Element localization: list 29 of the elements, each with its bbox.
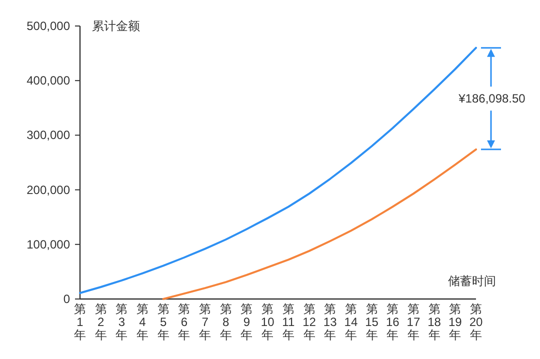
annotation: ¥186,098.50 [458, 92, 526, 106]
y-tick-label: 400,000 [26, 74, 70, 88]
x-tick-label: 第16年 [386, 302, 400, 342]
y-tick-label: 500,000 [26, 19, 70, 33]
x-tick-label: 第20年 [469, 302, 483, 342]
x-tick-label: 第2年 [94, 302, 107, 342]
x-tick-label: 第11年 [282, 302, 295, 342]
x-tick-label: 第4年 [136, 302, 149, 342]
y-axis-title: 累计金额 [92, 19, 140, 33]
x-tick-label: 第9年 [240, 302, 253, 342]
y-tick-label: 300,000 [26, 128, 70, 142]
x-tick-label: 第6年 [178, 302, 190, 342]
x-tick-label: 第18年 [428, 302, 442, 342]
x-tick-label: 第5年 [157, 302, 170, 342]
x-tick-label: 第3年 [116, 302, 128, 342]
x-axis-title: 储蓄时间 [448, 274, 496, 288]
x-tick-label: 第10年 [260, 302, 275, 342]
x-tick-label: 第13年 [323, 302, 338, 342]
x-tick-label: 第1年 [74, 302, 86, 342]
x-tick-label: 第7年 [199, 302, 212, 342]
x-tick-label: 第17年 [406, 302, 420, 342]
x-tick-label: 第8年 [220, 302, 232, 342]
y-tick-label: 0 [63, 292, 70, 306]
x-tick-label: 第15年 [365, 302, 379, 342]
x-tick-label: 第14年 [344, 302, 358, 342]
y-tick-label: 100,000 [26, 237, 70, 252]
x-tick-label: 第19年 [448, 302, 462, 342]
x-tick-label: 第12年 [302, 302, 316, 342]
y-tick-label: 200,000 [26, 182, 70, 197]
